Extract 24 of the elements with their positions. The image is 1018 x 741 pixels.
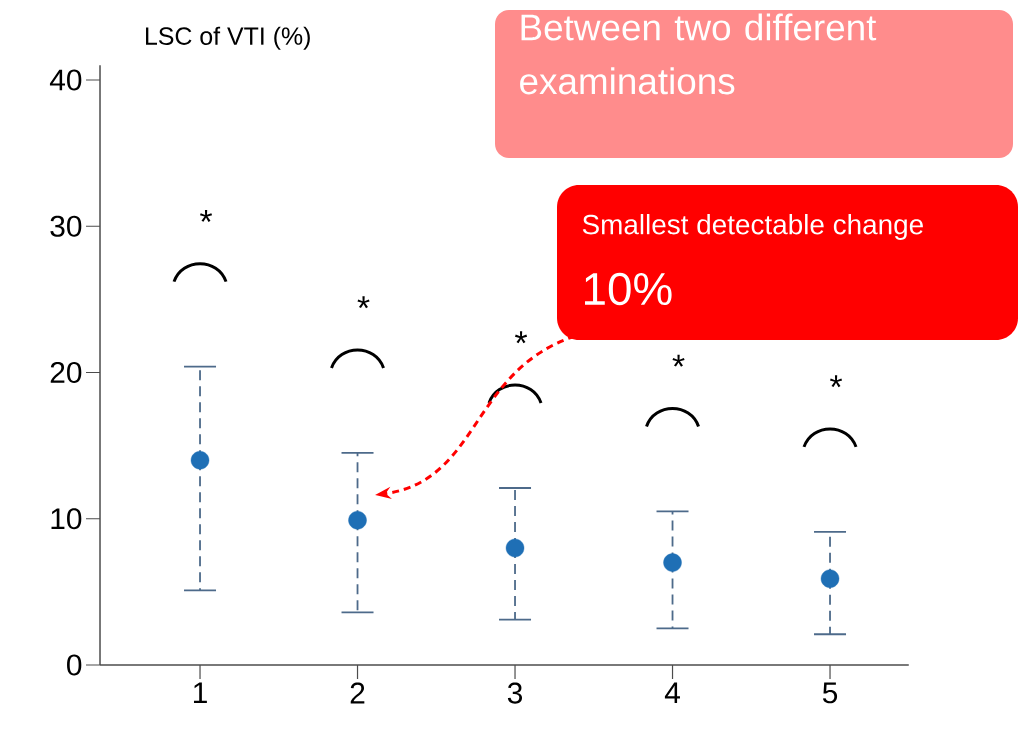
annotation: * bbox=[672, 354, 685, 367]
annotation: * bbox=[514, 331, 528, 344]
x-tick-label: 5 bbox=[822, 682, 838, 704]
point bbox=[505, 538, 525, 558]
annotation: * bbox=[357, 296, 370, 309]
point bbox=[190, 451, 210, 470]
y-tick-label: 0 bbox=[67, 654, 82, 676]
x-tick-label: 1 bbox=[193, 682, 207, 704]
y-tick-label: 10 bbox=[51, 508, 82, 530]
x-tick-label: 2 bbox=[350, 682, 365, 704]
annotation: 10% bbox=[585, 272, 672, 306]
y-tick-label: 40 bbox=[49, 69, 82, 91]
annotation: Between two different examinations bbox=[520, 13, 877, 95]
x-tick-label: 3 bbox=[507, 682, 523, 704]
point bbox=[820, 569, 840, 588]
annotation: * bbox=[829, 375, 843, 388]
point bbox=[663, 553, 682, 572]
point bbox=[348, 511, 367, 530]
y-axis-title: LSC of VTI (%) bbox=[146, 26, 310, 50]
x-tick-label: 4 bbox=[664, 682, 680, 704]
annotation: * bbox=[199, 209, 213, 222]
y-tick-label: 20 bbox=[50, 361, 82, 384]
annotation: Smallest detectable change bbox=[582, 214, 923, 240]
y-tick-label: 30 bbox=[50, 215, 82, 237]
